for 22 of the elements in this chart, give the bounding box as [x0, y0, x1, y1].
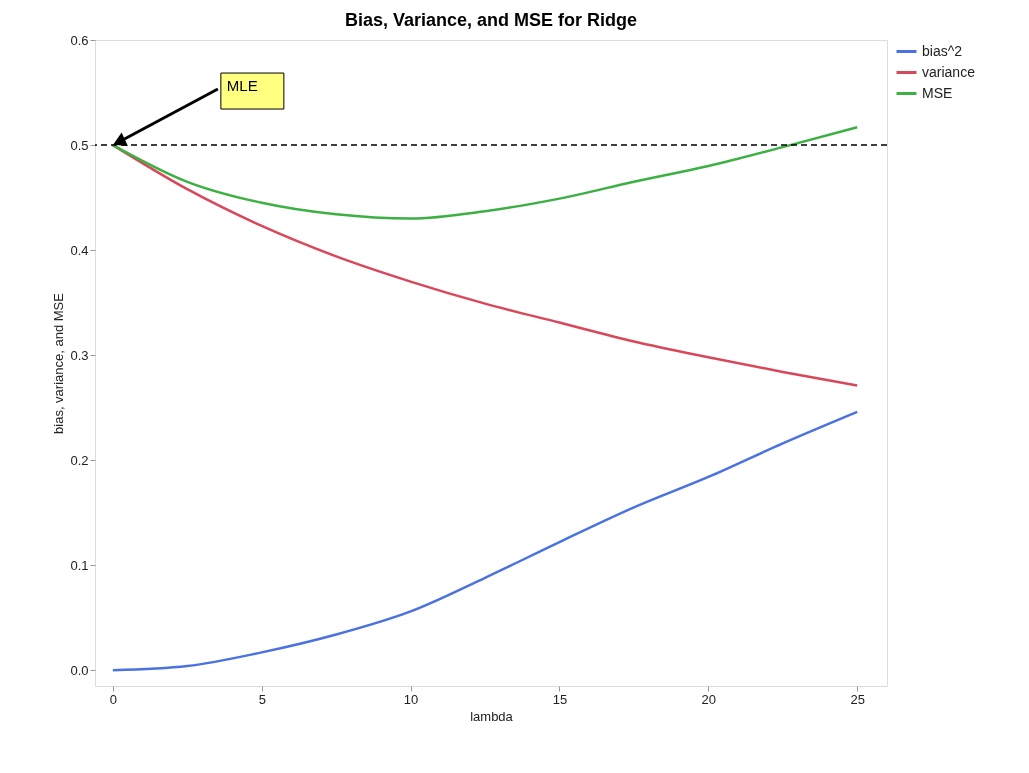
line-series — [111, 125, 859, 220]
y-tick-label: 0.0 — [70, 662, 89, 678]
legend-label: MSE — [922, 84, 953, 101]
y-tick-label: 0.2 — [70, 452, 89, 468]
annotation: MLE — [226, 77, 258, 95]
legend-label: variance — [922, 63, 976, 80]
line-series — [111, 410, 859, 672]
x-tick-label: 0 — [109, 691, 117, 707]
x-tick-label: 10 — [403, 691, 419, 707]
y-tick-label: 0.6 — [70, 32, 89, 48]
legend-label: bias^2 — [922, 42, 963, 59]
chart-title: Bias, Variance, and MSE for Ridge — [344, 10, 638, 30]
y-tick-label: 0.1 — [70, 557, 89, 573]
y-axis-title: bias, variance, and MSE — [51, 292, 67, 434]
y-tick-label: 0.4 — [70, 242, 89, 258]
y-tick-label: 0.5 — [70, 137, 89, 153]
x-tick-label: 25 — [850, 691, 865, 707]
x-axis-title: lambda — [470, 708, 514, 724]
x-tick-label: 20 — [701, 691, 717, 707]
y-tick-label: 0.3 — [70, 347, 89, 363]
x-tick-label: 5 — [258, 691, 266, 707]
x-tick-label: 15 — [552, 691, 568, 707]
